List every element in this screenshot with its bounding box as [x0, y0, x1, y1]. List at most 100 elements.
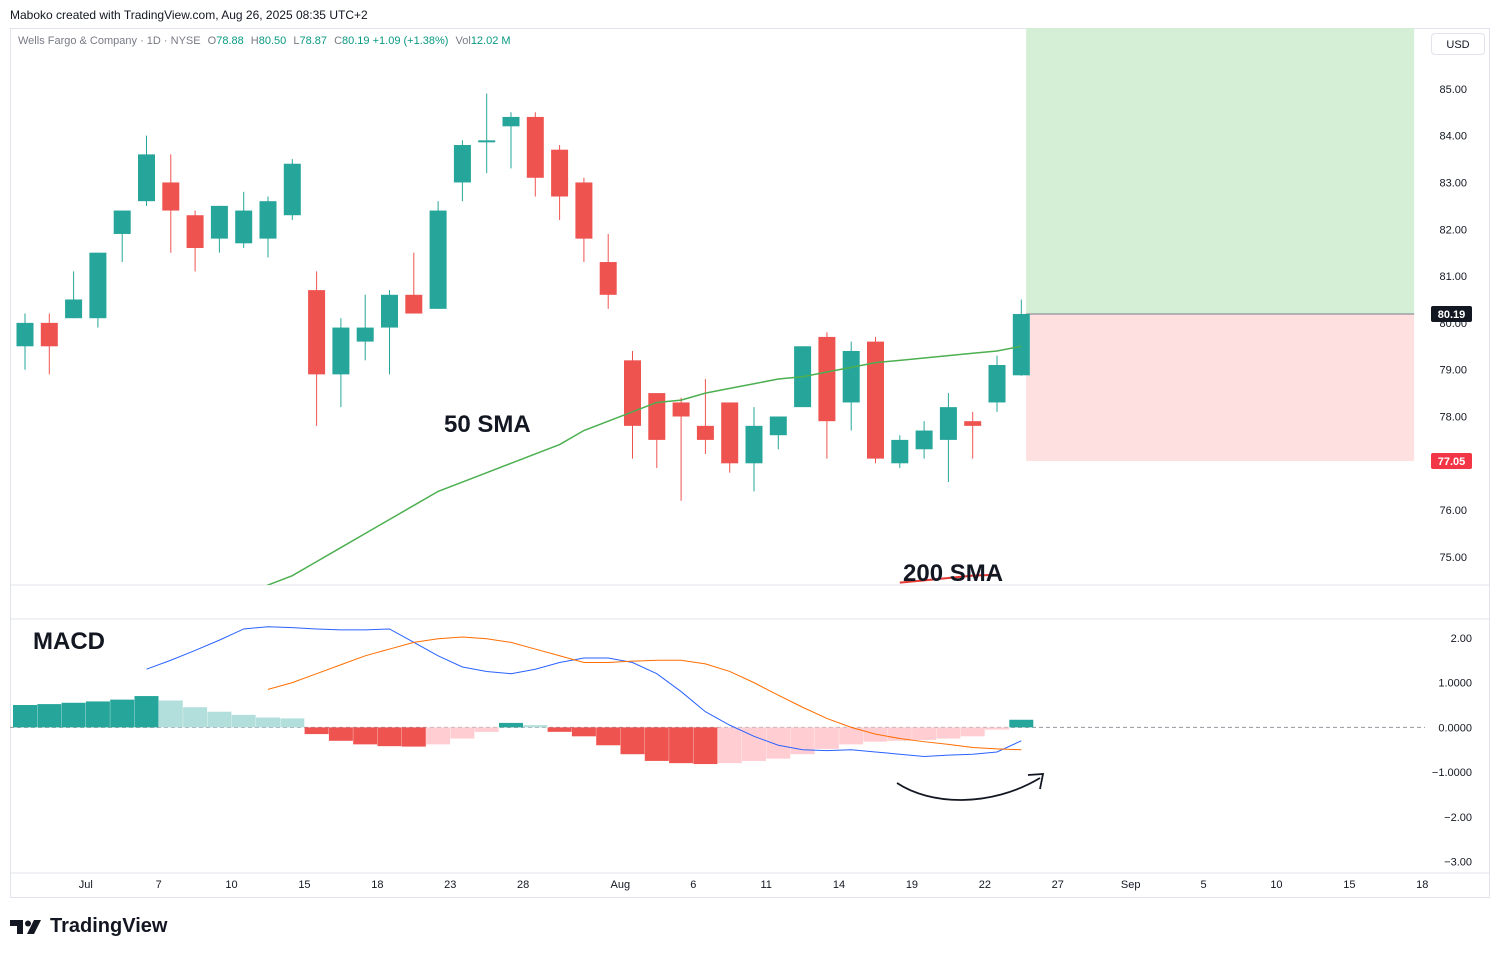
time-axis-tick: 18 [1416, 879, 1428, 891]
candle-body [89, 252, 107, 319]
time-axis-tick: 15 [298, 879, 310, 891]
high-label: H [250, 35, 259, 47]
time-axis-tick: 10 [1270, 879, 1282, 891]
candle-body [648, 393, 666, 440]
macd-histogram-bar [401, 727, 426, 747]
crossover-arrowhead [1027, 773, 1045, 790]
volume-value: 12.02 M [470, 35, 511, 47]
candle-body [429, 210, 447, 309]
target-zone [1026, 28, 1415, 314]
time-axis-tick: Sep [1121, 879, 1141, 891]
macd-group [13, 626, 1034, 765]
time-axis-tick: 7 [156, 879, 162, 891]
macd-line [146, 626, 1022, 757]
time-axis-tick: 19 [906, 879, 918, 891]
stop-zone [1026, 313, 1415, 461]
candle-body [40, 322, 58, 347]
currency-button[interactable]: USD [1431, 33, 1485, 55]
time-axis-tick: Jul [79, 879, 93, 891]
created-by-header: Maboko created with TradingView.com, Aug… [10, 8, 368, 22]
candle-body [138, 154, 155, 202]
macd-histogram-bar [547, 727, 572, 732]
macd-histogram-bar [960, 727, 985, 737]
chart-frame [10, 28, 1490, 898]
time-axis-tick: 14 [833, 879, 845, 891]
macd-histogram-bar [37, 704, 62, 728]
macd-histogram-bar [353, 727, 378, 745]
tradingview-brand: TradingView [50, 915, 168, 937]
macd-histogram-bar [1009, 719, 1034, 728]
candle-body [235, 210, 253, 244]
price-axis-tick: 79.00 [1439, 365, 1467, 377]
candle-body [478, 140, 496, 143]
candle-body [842, 350, 860, 403]
macd-histogram-bar [304, 727, 329, 735]
candle-body [939, 407, 957, 440]
change-value: +1.09 (+1.38%) [372, 35, 449, 47]
candle-body [526, 116, 544, 178]
candle-body [599, 262, 617, 295]
low-value: 78.87 [299, 35, 327, 47]
candle-body [867, 341, 884, 459]
macd-histogram-bar [377, 727, 402, 747]
price-label-bg [1431, 305, 1472, 322]
candle-body [502, 116, 520, 127]
close-label: C [334, 35, 343, 47]
macd-axis-tick: 2.00 [1451, 633, 1472, 645]
sma200-line [899, 573, 998, 584]
price-axis-tick: 84.00 [1439, 131, 1467, 143]
candle-body [964, 421, 982, 426]
candle-body [551, 149, 569, 197]
candle-body [745, 425, 763, 464]
candle-body [16, 322, 34, 347]
macd-histogram-bar [571, 727, 596, 737]
macd-signal-line [267, 636, 1022, 751]
macd-histogram-bar [596, 727, 621, 746]
candle-body [332, 327, 350, 375]
candle-body [113, 210, 131, 234]
price-axis-tick: 78.00 [1439, 411, 1467, 423]
candle-body [308, 290, 326, 375]
sma200-annotation: 200 SMA [903, 560, 1003, 587]
tradingview-logo[interactable]: TradingView [10, 915, 167, 938]
candle-body [259, 201, 277, 239]
macd-histogram-bar [985, 727, 1009, 730]
candle-body [283, 163, 301, 216]
time-axis-tick: 23 [444, 879, 456, 891]
candle-body [162, 182, 180, 211]
open-value: 78.88 [216, 35, 244, 47]
candle-body [356, 327, 374, 342]
macd-histogram-bar [936, 727, 961, 739]
sma50-annotation: 50 SMA [444, 411, 531, 438]
candle-body [672, 402, 690, 417]
time-axis-tick: 5 [1200, 879, 1206, 891]
crossover-arrow [896, 777, 1041, 801]
sma50-line [266, 345, 1022, 585]
macd-histogram-bar [426, 727, 451, 745]
candle-body [915, 430, 933, 450]
macd-axis-tick: −2.00 [1444, 812, 1472, 824]
macd-histogram-bar [474, 727, 499, 732]
time-axis-tick: 18 [371, 879, 383, 891]
candle-body [818, 336, 836, 422]
macd-axis-tick: −3.00 [1444, 857, 1472, 869]
macd-histogram-bar [523, 725, 548, 728]
macd-histogram-bar [450, 727, 475, 739]
macd-histogram-bar [207, 711, 232, 728]
open-label: O [207, 35, 217, 47]
time-axis-tick: 27 [1052, 879, 1064, 891]
macd-histogram-bar [158, 700, 183, 728]
macd-histogram-bar [669, 727, 694, 764]
price-label-bg [1431, 452, 1472, 469]
candle-body [624, 360, 641, 426]
macd-histogram-bar [644, 727, 669, 761]
candle-body [210, 205, 228, 239]
candle-body [186, 215, 204, 248]
time-axis-tick: 11 [760, 879, 771, 891]
time-axis-tick: 22 [979, 879, 991, 891]
tradingview-logo-icon [10, 919, 41, 934]
price-axis-tick: 75.00 [1439, 552, 1467, 564]
candle-body [575, 182, 593, 239]
macd-title: MACD [33, 628, 105, 655]
